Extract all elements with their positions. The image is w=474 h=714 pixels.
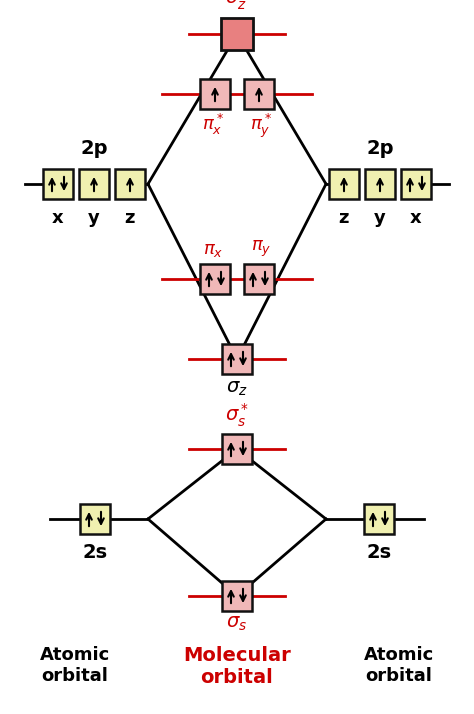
- Text: $\pi_x$: $\pi_x$: [203, 241, 223, 259]
- Text: $\sigma_s$: $\sigma_s$: [227, 614, 247, 633]
- FancyBboxPatch shape: [244, 79, 274, 109]
- FancyBboxPatch shape: [401, 169, 431, 199]
- FancyBboxPatch shape: [222, 344, 252, 374]
- Text: $\sigma_z^*$: $\sigma_z^*$: [225, 0, 249, 12]
- FancyBboxPatch shape: [244, 264, 274, 294]
- Text: z: z: [339, 209, 349, 227]
- Text: y: y: [88, 209, 100, 227]
- Text: x: x: [52, 209, 64, 227]
- Text: $\sigma_z$: $\sigma_z$: [226, 379, 248, 398]
- Text: 2p: 2p: [80, 139, 108, 158]
- Text: Atomic
orbital: Atomic orbital: [40, 646, 110, 685]
- Text: Molecular
orbital: Molecular orbital: [183, 646, 291, 687]
- FancyBboxPatch shape: [80, 504, 110, 534]
- FancyBboxPatch shape: [222, 434, 252, 464]
- FancyBboxPatch shape: [221, 18, 253, 50]
- FancyBboxPatch shape: [222, 581, 252, 611]
- FancyBboxPatch shape: [365, 169, 395, 199]
- FancyBboxPatch shape: [364, 504, 394, 534]
- FancyBboxPatch shape: [329, 169, 359, 199]
- FancyBboxPatch shape: [200, 264, 230, 294]
- Text: $\pi_y$: $\pi_y$: [251, 238, 271, 259]
- FancyBboxPatch shape: [43, 169, 73, 199]
- Text: $\pi_x^*$: $\pi_x^*$: [202, 112, 224, 137]
- Text: 2s: 2s: [366, 543, 392, 562]
- Text: 2p: 2p: [366, 139, 394, 158]
- Text: Atomic
orbital: Atomic orbital: [364, 646, 434, 685]
- Text: 2s: 2s: [82, 543, 108, 562]
- FancyBboxPatch shape: [79, 169, 109, 199]
- Text: $\pi_y^*$: $\pi_y^*$: [250, 112, 272, 140]
- Text: x: x: [410, 209, 422, 227]
- Text: $\sigma_s^*$: $\sigma_s^*$: [225, 401, 249, 429]
- Text: z: z: [125, 209, 135, 227]
- FancyBboxPatch shape: [115, 169, 145, 199]
- Text: y: y: [374, 209, 386, 227]
- FancyBboxPatch shape: [200, 79, 230, 109]
